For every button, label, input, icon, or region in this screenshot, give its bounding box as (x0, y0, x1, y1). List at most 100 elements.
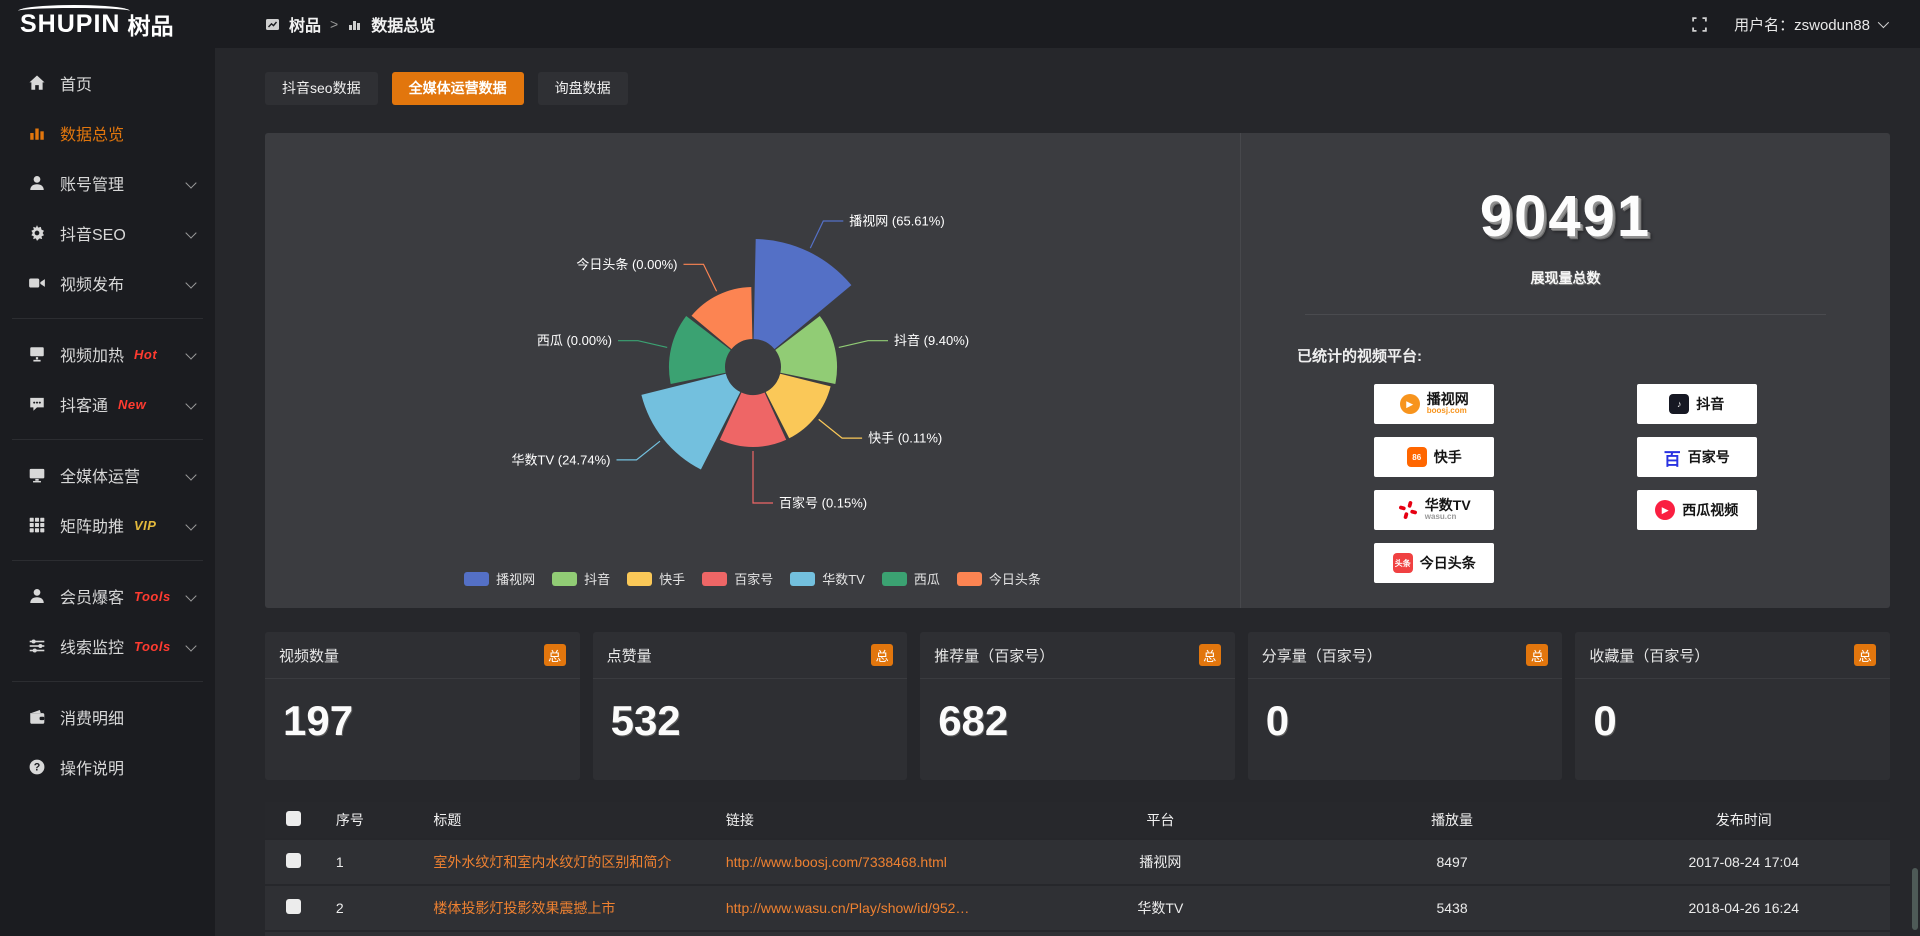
scrollbar[interactable] (1912, 868, 1918, 930)
column-header-0: 序号 (321, 802, 420, 839)
grid-icon (28, 516, 46, 534)
platform-badge-text: 西瓜视频 (1682, 502, 1738, 518)
kuaishou-logo-icon: 86 (1406, 447, 1427, 467)
divider (12, 318, 203, 319)
row-checkbox[interactable] (285, 899, 301, 914)
sidebar-item-8[interactable]: 矩阵助推 VIP (0, 500, 215, 550)
nightingale-rose-chart: 播视网 (65.61%) 抖音 (9.40%) 快手 (0.11%) 百家号 (0.1… (512, 214, 970, 511)
pie-slice-抖音[interactable] (775, 316, 838, 384)
platform-badge-百家号[interactable]: 百百家号 (1636, 437, 1757, 477)
legend-item-今日头条[interactable]: 今日头条 (956, 569, 1041, 588)
cell-title[interactable]: 楼体投影灯投影效果震撼上市 (419, 884, 712, 931)
table-row-1: 2 楼体投影灯投影效果震撼上市 http://www.wasu.cn/Play/sh… (265, 884, 1890, 931)
cell-link[interactable]: http://www.boosj.com/7338468.html (711, 838, 1015, 885)
tab-0[interactable]: 抖音seo数据 (265, 72, 378, 105)
topbar-right: 用户名：zswodun88 (1691, 14, 1920, 35)
legend-label: 今日头条 (988, 572, 1041, 587)
breadcrumb-root[interactable]: 树品 (289, 18, 322, 35)
total-badge[interactable]: 总 (1526, 644, 1549, 666)
pie-label-line (838, 340, 888, 348)
legend-item-华数TV[interactable]: 华数TV (790, 569, 865, 588)
pie-slice-百家号[interactable] (719, 392, 787, 448)
sidebar-item-5[interactable]: 视频加热 Hot (0, 329, 215, 379)
impressions-total-label: 展现量总数 (1530, 270, 1601, 286)
sidebar: 首页 数据总览账号管理抖音SEO 视频发布视频加热 Hot 抖客通 New 全媒体运营 矩阵助… (0, 48, 215, 936)
platform-badge-快手[interactable]: 86 快手 (1374, 437, 1495, 477)
total-badge[interactable]: 总 (1198, 644, 1221, 666)
select-all-checkbox[interactable] (285, 811, 301, 826)
chevron-down-icon (185, 177, 197, 189)
cell-link[interactable]: http://www.wasu.cn/Play/show/id/952… (711, 884, 1015, 931)
legend-item-百家号[interactable]: 百家号 (702, 569, 773, 588)
platform-badges: ▶ 播视网 boosj.com 86 快手华数TV wasu.cn 头条 今日头条 ♪ 抖音百百… (1297, 384, 1834, 583)
pie-slice-今日头条[interactable] (691, 287, 753, 350)
cell-platform: 华数TV (1014, 884, 1307, 931)
sidebar-item-badge: Tools (134, 638, 171, 654)
sidebar-item-label: 操作说明 (60, 761, 125, 778)
cell-title[interactable]: 室外水纹灯和室内水纹灯的区别和简介 (419, 838, 712, 885)
sidebar-item-6[interactable]: 抖客通 New (0, 379, 215, 429)
tab-2[interactable]: 询盘数据 (537, 72, 628, 105)
legend-item-播视网[interactable]: 播视网 (464, 569, 535, 588)
cell-time: 2017-08-24 17:04 (1597, 838, 1890, 885)
sidebar-item-3[interactable]: 抖音SEO (0, 208, 215, 258)
fullscreen-icon[interactable] (1691, 16, 1708, 33)
legend-item-快手[interactable]: 快手 (627, 569, 685, 588)
chevron-down-icon (185, 277, 197, 289)
stat-card-header: 推荐量（百家号） 总 (920, 632, 1235, 679)
stat-card-header: 收藏量（百家号） 总 (1575, 632, 1890, 679)
stat-card-title: 分享量（百家号） (1261, 647, 1382, 665)
sidebar-item-0[interactable]: 首页 (0, 58, 215, 108)
sidebar-item-label: 抖音SEO (60, 227, 126, 244)
pie-slice-播视网[interactable] (753, 239, 852, 350)
platform-name: 百家号 (1687, 448, 1730, 465)
pie-slice-快手[interactable] (765, 373, 831, 439)
pie-slice-华数TV[interactable] (641, 373, 741, 470)
platform-sub: boosj.com (1426, 406, 1467, 416)
sidebar-item-label: 账号管理 (60, 177, 125, 194)
sidebar-item-11[interactable]: 消费明细 (0, 692, 215, 742)
pie-slice-西瓜[interactable] (668, 316, 731, 384)
total-badge[interactable]: 总 (871, 644, 894, 666)
app-logo[interactable]: SHUPIN 树品 (0, 0, 215, 48)
legend-item-抖音[interactable]: 抖音 (552, 569, 610, 588)
breadcrumb-current[interactable]: 数据总览 (371, 18, 436, 35)
platform-badge-text: 播视网 boosj.com (1427, 392, 1469, 415)
sidebar-item-12[interactable]: ? 操作说明 (0, 742, 215, 792)
row-checkbox-cell (265, 884, 322, 931)
gear-icon (28, 224, 46, 242)
platform-badge-华数TV[interactable]: 华数TV wasu.cn (1374, 490, 1495, 530)
platform-badge-抖音[interactable]: ♪ 抖音 (1636, 384, 1757, 424)
chevron-down-icon (185, 519, 197, 531)
sidebar-item-badge: VIP (134, 517, 157, 533)
cell-plays: 5438 (1306, 884, 1598, 931)
sidebar-item-1[interactable]: 数据总览 (0, 108, 215, 158)
pie-label: 今日头条 (0.00%) (576, 257, 677, 272)
sidebar-item-7[interactable]: 全媒体运营 (0, 450, 215, 500)
column-header-1: 标题 (419, 802, 712, 839)
sidebar-item-2[interactable]: 账号管理 (0, 158, 215, 208)
total-badge[interactable]: 总 (543, 644, 566, 666)
stat-card-value: 532 (610, 697, 681, 744)
platform-badge-西瓜视频[interactable]: ▶ 西瓜视频 (1636, 490, 1757, 530)
stat-card-4: 收藏量（百家号） 总 0 (1575, 632, 1890, 780)
stat-card-1: 点赞量 总 532 (592, 632, 908, 780)
tab-1[interactable]: 全媒体运营数据 (391, 72, 524, 105)
pie-label-line (616, 440, 661, 461)
stat-card-header: 分享量（百家号） 总 (1247, 632, 1563, 679)
user-menu[interactable]: 用户名：zswodun88 (1734, 14, 1890, 35)
sidebar-item-9[interactable]: 会员爆客 Tools (0, 571, 215, 621)
sidebar-item-4[interactable]: 视频发布 (0, 258, 215, 308)
row-checkbox-cell (265, 838, 322, 885)
sidebar-item-label: 视频发布 (60, 277, 125, 294)
cell-no: 1 (321, 838, 420, 885)
sidebar-item-10[interactable]: 线索监控 Tools (0, 621, 215, 671)
total-badge[interactable]: 总 (1854, 644, 1876, 666)
row-checkbox[interactable] (285, 853, 301, 868)
platform-badge-播视网[interactable]: ▶ 播视网 boosj.com (1374, 384, 1495, 424)
platform-badge-今日头条[interactable]: 头条 今日头条 (1374, 543, 1495, 583)
legend-swatch (790, 571, 816, 586)
legend-item-西瓜[interactable]: 西瓜 (881, 569, 940, 588)
chevron-down-icon (185, 590, 197, 602)
